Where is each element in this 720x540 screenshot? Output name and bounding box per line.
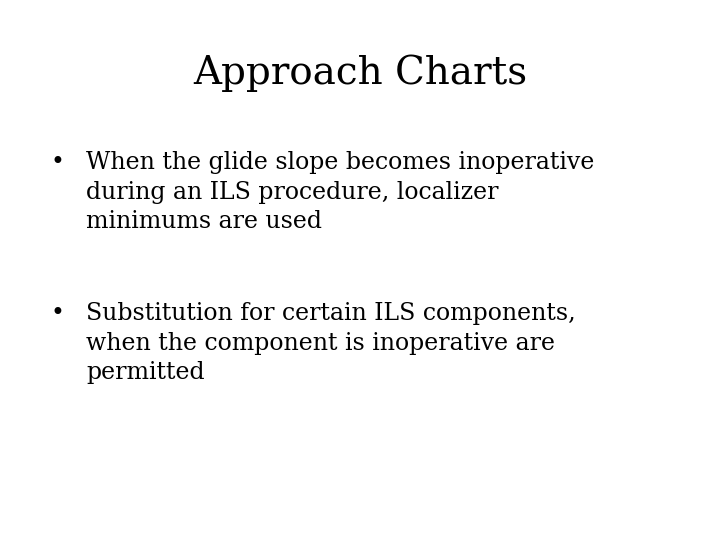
Text: When the glide slope becomes inoperative
during an ILS procedure, localizer
mini: When the glide slope becomes inoperative…	[86, 151, 595, 233]
Text: •: •	[50, 302, 64, 326]
Text: Approach Charts: Approach Charts	[193, 54, 527, 91]
Text: Substitution for certain ILS components,
when the component is inoperative are
p: Substitution for certain ILS components,…	[86, 302, 576, 384]
Text: •: •	[50, 151, 64, 174]
